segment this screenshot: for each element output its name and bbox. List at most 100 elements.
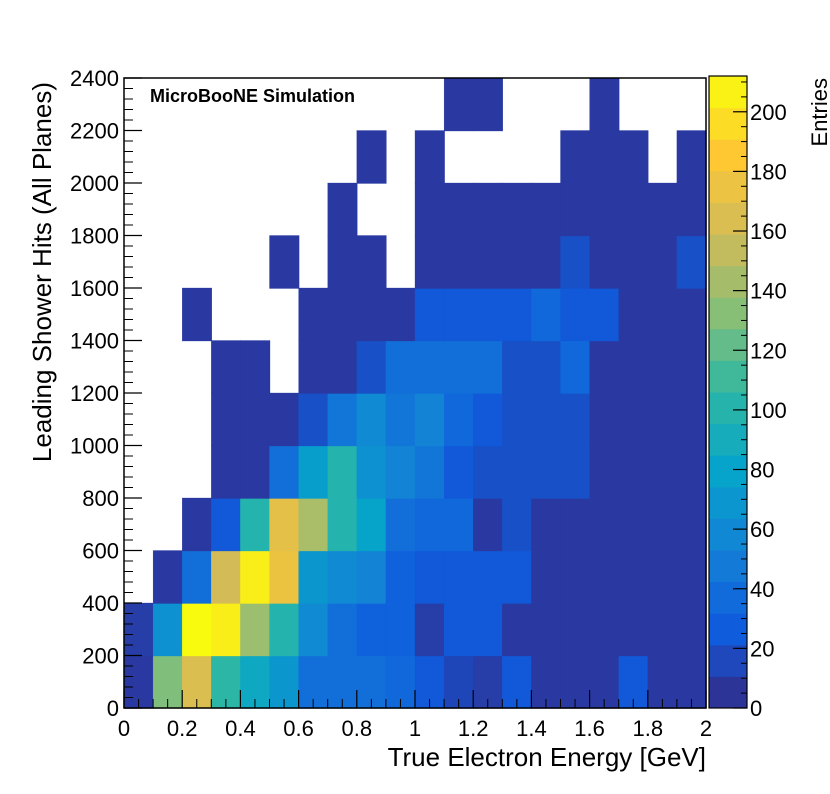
heatmap-cell bbox=[502, 182, 533, 237]
heatmap-cell bbox=[618, 602, 649, 657]
heatmap-cell bbox=[269, 497, 300, 552]
heatmap-cell bbox=[502, 287, 533, 342]
heatmap-cell bbox=[473, 550, 503, 604]
heatmap-cell bbox=[676, 182, 707, 237]
heatmap-cell bbox=[240, 392, 271, 447]
palette-band bbox=[709, 107, 747, 140]
y-tick-label: 1400 bbox=[70, 329, 119, 354]
heatmap-cell bbox=[443, 602, 474, 657]
heatmap-cell bbox=[123, 602, 154, 657]
heatmap-cell bbox=[327, 602, 358, 657]
heatmap-cell bbox=[298, 445, 329, 499]
z-tick-label: 40 bbox=[750, 577, 774, 602]
heatmap-cell bbox=[240, 445, 271, 499]
heatmap-cell bbox=[589, 340, 620, 394]
palette-band bbox=[709, 392, 747, 425]
heatmap-cell bbox=[298, 287, 329, 342]
heatmap-cell bbox=[385, 602, 416, 657]
heatmap-cell bbox=[502, 497, 533, 552]
heatmap-cell bbox=[676, 235, 707, 289]
z-axis: 0 20 40 60 80 100 120 140 160 180 200 bbox=[733, 81, 787, 721]
heatmap-cell bbox=[240, 497, 271, 552]
y-axis: 0 200 400 600 800 1000 1200 1400 1600 1800 2000 220… bbox=[70, 66, 142, 721]
heatmap-cell bbox=[589, 287, 620, 342]
heatmap-cell bbox=[414, 235, 445, 289]
heatmap-cell bbox=[560, 392, 591, 447]
color-palette bbox=[709, 76, 747, 709]
x-tick-label: 1 bbox=[409, 716, 421, 741]
heatmap-cell bbox=[473, 392, 503, 447]
heatmap-cell bbox=[676, 550, 707, 604]
palette-band bbox=[709, 644, 747, 677]
heatmap-cell bbox=[414, 182, 445, 237]
palette-band bbox=[709, 486, 747, 519]
y-tick-label: 2200 bbox=[70, 119, 119, 144]
z-tick-label: 80 bbox=[750, 458, 774, 483]
z-tick-label: 200 bbox=[750, 100, 787, 125]
heatmap-cell bbox=[560, 130, 591, 184]
z-tick-label: 160 bbox=[750, 219, 787, 244]
heatmap-cell bbox=[443, 287, 474, 342]
palette-band bbox=[709, 360, 747, 393]
x-tick-label: 1.8 bbox=[633, 716, 664, 741]
heatmap-cell bbox=[385, 497, 416, 552]
heatmap-cell bbox=[676, 497, 707, 552]
y-tick-label: 2000 bbox=[70, 171, 119, 196]
heatmap-cell bbox=[473, 77, 503, 132]
heatmap-cell bbox=[647, 287, 678, 342]
z-tick-label: 100 bbox=[750, 398, 787, 423]
heatmap-cell bbox=[414, 130, 445, 184]
heatmap-cell bbox=[560, 445, 591, 499]
heatmap-cell bbox=[269, 550, 300, 604]
heatmap-cell bbox=[589, 130, 620, 184]
heatmap-cell bbox=[676, 445, 707, 499]
heatmap-cell bbox=[560, 235, 591, 289]
heatmap-cell bbox=[589, 445, 620, 499]
heatmap-cell bbox=[473, 602, 503, 657]
heatmap-cell bbox=[443, 77, 474, 132]
heatmap-cell bbox=[327, 445, 358, 499]
palette-band bbox=[709, 170, 747, 203]
x-tick-label: 2 bbox=[700, 716, 712, 741]
z-tick-label: 60 bbox=[750, 517, 774, 542]
heatmap-cell bbox=[327, 392, 358, 447]
heatmap-cell bbox=[560, 602, 591, 657]
x-axis-label: True Electron Energy [GeV] bbox=[388, 742, 706, 772]
heatmap-cell bbox=[589, 497, 620, 552]
y-tick-label: 800 bbox=[82, 486, 119, 511]
heatmap-cell bbox=[327, 182, 358, 237]
palette-band bbox=[709, 455, 747, 488]
palette-band bbox=[709, 139, 747, 172]
heatmap-cell bbox=[298, 602, 329, 657]
z-axis-label: Entries bbox=[807, 78, 830, 146]
color-palette-frame bbox=[708, 75, 748, 709]
heatmap-cell bbox=[531, 550, 562, 604]
heatmap-cell bbox=[356, 602, 387, 657]
palette-band bbox=[709, 297, 747, 330]
heatmap-cell bbox=[414, 497, 445, 552]
heatmap-cell bbox=[327, 497, 358, 552]
x-tick-label: 1.2 bbox=[458, 716, 489, 741]
x-tick-label: 1.4 bbox=[516, 716, 547, 741]
x-tick-label: 0.8 bbox=[342, 716, 373, 741]
heatmap-cell bbox=[443, 550, 474, 604]
heatmap-cell bbox=[327, 235, 358, 289]
heatmap-cell bbox=[211, 340, 242, 394]
y-tick-label: 0 bbox=[107, 696, 119, 721]
heatmap-cell bbox=[356, 235, 387, 289]
heatmap-cell bbox=[647, 235, 678, 289]
y-tick-label: 1600 bbox=[70, 276, 119, 301]
heatmap-cell bbox=[647, 550, 678, 604]
heatmap-cell bbox=[414, 445, 445, 499]
heatmap-cell bbox=[269, 235, 300, 289]
heatmap-cell bbox=[473, 235, 503, 289]
heatmap-cell bbox=[211, 550, 242, 604]
x-tick-label: 0.6 bbox=[283, 716, 314, 741]
heatmap-cell bbox=[473, 497, 503, 552]
palette-band bbox=[709, 234, 747, 267]
heatmap-cell bbox=[618, 287, 649, 342]
heatmap-cell bbox=[618, 130, 649, 184]
heatmap-cell bbox=[298, 340, 329, 394]
heatmap-cell bbox=[414, 550, 445, 604]
